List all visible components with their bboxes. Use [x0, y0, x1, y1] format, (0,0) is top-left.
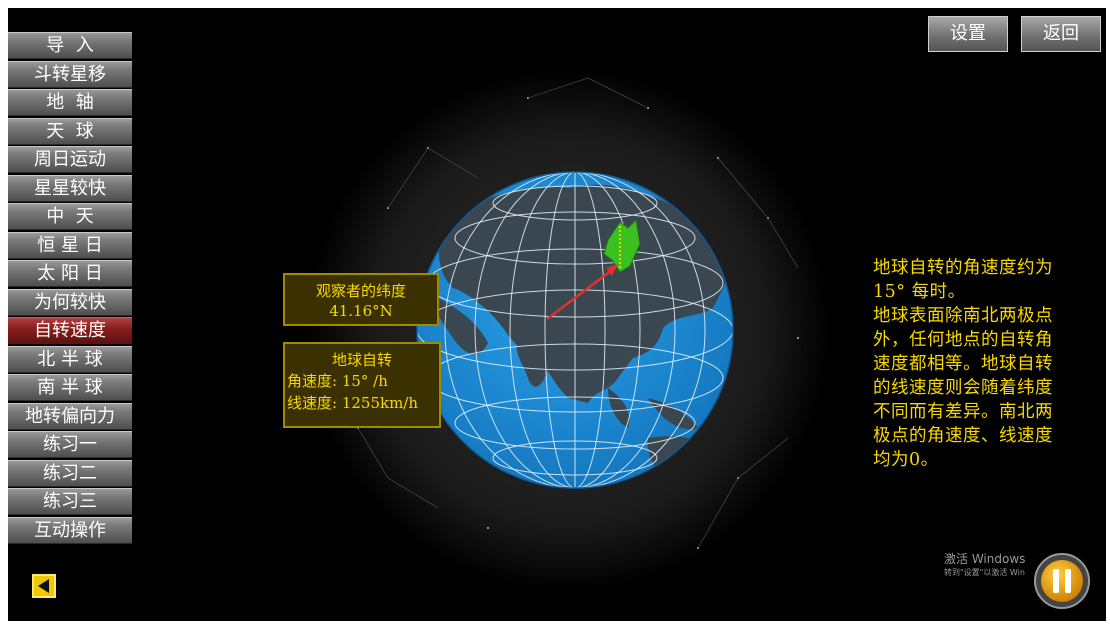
rotation-panel: 地球自转 角速度: 15° /h 线速度: 1255km/h — [283, 342, 441, 428]
rotation-arrow-head — [606, 264, 618, 276]
menu-item-stars-faster[interactable]: 星星较快 — [8, 174, 132, 202]
return-button[interactable]: 返回 — [1021, 16, 1101, 52]
watermark-line-1: 激活 Windows — [944, 552, 1026, 566]
explanation-line: 地球自转的角速度约为 — [873, 258, 1053, 278]
chapter-menu: 导 入 斗转星移 地 轴 天 球 周日运动 星星较快 中 天 恒 星 日 太 阳… — [8, 32, 132, 545]
linear-speed-text: 线速度: 1255km/h — [287, 394, 419, 412]
menu-item-solar-day[interactable]: 太 阳 日 — [8, 260, 132, 287]
menu-item-exercise-3[interactable]: 练习三 — [8, 488, 132, 515]
latitude-panel: 观察者的纬度 41.16°N — [283, 273, 439, 326]
india-landmass — [516, 338, 548, 387]
menu-item-coriolis-force[interactable]: 地转偏向力 — [8, 402, 132, 430]
menu-item-celestial-sphere[interactable]: 天 球 — [8, 117, 132, 145]
rotation-arrow — [546, 269, 613, 320]
explanation-line: 均为0。 — [873, 450, 939, 470]
menu-item-star-motion[interactable]: 斗转星移 — [8, 60, 132, 88]
explanation-text: 地球自转的角速度约为 15° 每时。 地球表面除南北两极点 外，任何地点的自转角… — [873, 256, 1083, 472]
latitude-title: 观察者的纬度 — [315, 282, 406, 300]
observer-marker[interactable] — [603, 218, 641, 273]
explanation-line: 地球表面除南北两极点 — [873, 306, 1053, 326]
left-triangle-icon[interactable] — [32, 574, 56, 598]
explanation-line: 不同而有差异。南北两 — [873, 402, 1053, 422]
pause-icon[interactable] — [1034, 553, 1090, 609]
menu-item-diurnal-motion[interactable]: 周日运动 — [8, 146, 132, 173]
settings-button[interactable]: 设置 — [928, 16, 1008, 52]
globe-scene[interactable] — [8, 8, 1106, 621]
menu-item-rotation-speed[interactable]: 自转速度 — [8, 317, 132, 344]
constellation-lines — [357, 77, 799, 549]
explanation-line: 外，任何地点的自转角 — [873, 330, 1053, 350]
menu-item-sidereal-day[interactable]: 恒 星 日 — [8, 231, 132, 259]
earth-globe[interactable] — [416, 171, 734, 489]
explanation-line: 速度都相等。地球自转 — [873, 354, 1053, 374]
activation-watermark: 激活 Windows 转到"设置"以激活 Win — [944, 550, 1025, 578]
eurasia-landmass — [438, 184, 728, 403]
app-window: 导 入 斗转星移 地 轴 天 球 周日运动 星星较快 中 天 恒 星 日 太 阳… — [8, 8, 1106, 621]
menu-item-exercise-1[interactable]: 练习一 — [8, 431, 132, 458]
menu-item-earth-axis[interactable]: 地 轴 — [8, 89, 132, 116]
explanation-line: 极点的角速度、线速度 — [873, 426, 1053, 446]
menu-item-intro[interactable]: 导 入 — [8, 32, 132, 59]
angular-speed-text: 角速度: 15° /h — [287, 372, 388, 390]
explanation-line: 15° 每时。 — [873, 282, 966, 302]
menu-item-why-faster[interactable]: 为何较快 — [8, 288, 132, 316]
southeast-asia-landmass — [608, 388, 698, 430]
rotation-title: 地球自转 — [331, 351, 392, 369]
menu-item-southern-hemisphere[interactable]: 南 半 球 — [8, 374, 132, 401]
menu-item-interactive[interactable]: 互动操作 — [8, 516, 132, 544]
watermark-line-2: 转到"设置"以激活 Win — [944, 568, 1025, 577]
graticule — [417, 172, 733, 488]
menu-item-exercise-2[interactable]: 练习二 — [8, 459, 132, 487]
latitude-value: 41.16°N — [329, 302, 393, 320]
menu-item-culmination[interactable]: 中 天 — [8, 203, 132, 230]
explanation-line: 的线速度则会随着纬度 — [873, 378, 1053, 398]
menu-item-northern-hemisphere[interactable]: 北 半 球 — [8, 345, 132, 373]
